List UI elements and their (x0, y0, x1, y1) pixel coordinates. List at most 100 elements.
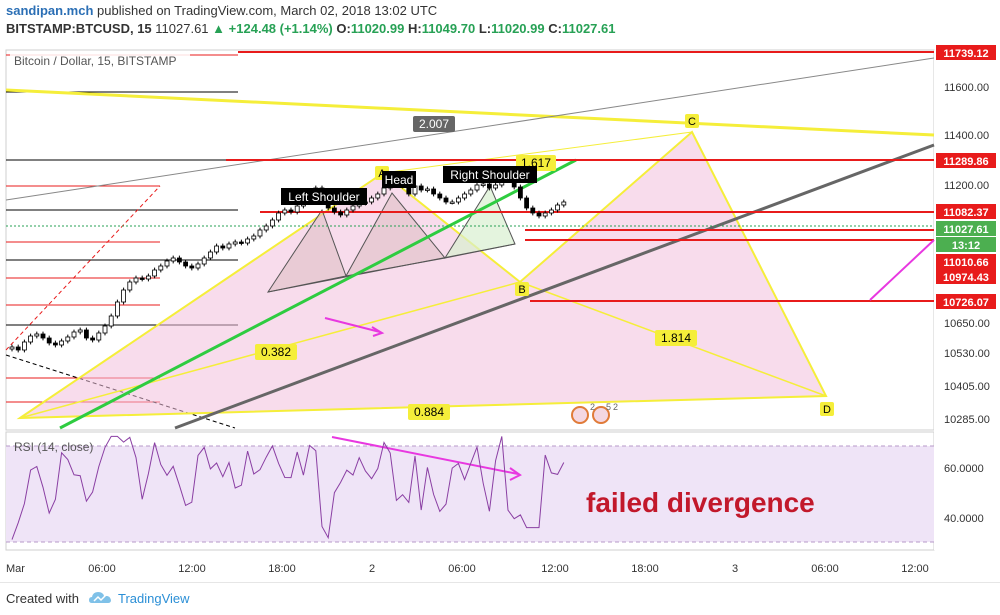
candle-up[interactable] (232, 241, 238, 245)
candle-up[interactable] (152, 269, 158, 277)
candle-up[interactable] (65, 336, 71, 342)
candle-up[interactable] (561, 201, 567, 206)
candle-down[interactable] (443, 197, 449, 203)
candle-down[interactable] (431, 188, 437, 195)
ratio-box-0884[interactable] (408, 404, 450, 420)
gray-thin-trendline[interactable] (5, 57, 935, 201)
candle-up[interactable] (542, 212, 548, 217)
price-tag-bg[interactable] (936, 237, 996, 252)
candle-up[interactable] (108, 315, 114, 327)
head-box[interactable] (382, 171, 416, 188)
hs-labels[interactable]: Left Shoulder Head Right Shoulder (281, 166, 537, 205)
candle-down[interactable] (524, 197, 529, 209)
candle-up[interactable] (226, 243, 232, 249)
candle-up[interactable] (555, 204, 560, 211)
price-tags[interactable]: 11739.12 11289.86 11082.37 11027.61 13:12 110… (936, 45, 996, 309)
x-axis[interactable]: Mar 06:00 12:00 18:00 2 06:00 12:00 18:00 3 06:00… (6, 563, 929, 575)
candle-up[interactable] (269, 219, 275, 227)
failed-divergence-annotation[interactable]: failed divergence (586, 487, 815, 518)
flag-event-icon[interactable] (592, 406, 610, 424)
candle-up[interactable] (9, 346, 15, 350)
author-name[interactable]: sandipan.mch (6, 3, 94, 18)
candle-up[interactable] (28, 335, 34, 343)
candle-up[interactable] (207, 251, 213, 259)
candle-down[interactable] (518, 186, 523, 199)
event-icons[interactable]: 2 5 2 (571, 402, 618, 424)
candle-down[interactable] (90, 337, 95, 341)
chart-svg[interactable]: 2.007 1.617 0.382 1.814 0.884 A B C D Le… (0, 42, 1000, 582)
candle-up[interactable] (121, 289, 126, 303)
candle-up[interactable] (375, 193, 381, 199)
rsi-line[interactable] (11, 435, 565, 540)
candle-up[interactable] (77, 329, 83, 333)
candle-up[interactable] (102, 325, 108, 334)
candle-up[interactable] (462, 193, 468, 199)
candle-down[interactable] (338, 211, 344, 216)
candle-up[interactable] (71, 331, 77, 338)
candle-up[interactable] (201, 257, 207, 265)
candle-up[interactable] (170, 257, 176, 262)
price-tag-bg[interactable] (936, 221, 996, 236)
candle-up[interactable] (276, 212, 282, 221)
price-tag-bg[interactable] (936, 153, 996, 168)
candle-up[interactable] (381, 187, 387, 195)
candle-up[interactable] (133, 277, 139, 283)
candle-up[interactable] (480, 183, 486, 186)
point-b-box[interactable] (515, 282, 529, 296)
ratio-box-0382[interactable] (255, 344, 297, 360)
ratio-labels[interactable]: 2.007 1.617 0.382 1.814 0.884 (255, 116, 697, 420)
candle-down[interactable] (486, 183, 492, 189)
tradingview-brand[interactable]: TradingView (118, 591, 190, 606)
candle-down[interactable] (220, 245, 226, 249)
price-tag-bg[interactable] (936, 254, 996, 269)
chart-legend[interactable]: Bitcoin / Dollar, 15, BITSTAMP (14, 54, 177, 68)
candle-up[interactable] (369, 197, 375, 203)
candle-up[interactable] (474, 184, 480, 191)
candle-down[interactable] (183, 261, 189, 267)
candle-down[interactable] (288, 209, 294, 213)
candle-down[interactable] (437, 193, 443, 199)
candle-down[interactable] (238, 241, 244, 244)
candle-down[interactable] (536, 212, 542, 217)
candle-up[interactable] (195, 263, 201, 269)
candle-up[interactable] (455, 197, 461, 203)
candle-up[interactable] (214, 245, 220, 253)
point-c-box[interactable] (685, 114, 699, 128)
point-d-box[interactable] (820, 402, 834, 416)
left-shoulder-box[interactable] (281, 188, 367, 205)
right-shoulder-box[interactable] (443, 166, 537, 183)
candle-down[interactable] (84, 329, 89, 339)
candle-up[interactable] (145, 275, 151, 280)
candle-up[interactable] (449, 201, 455, 204)
green-trendline[interactable] (59, 158, 577, 430)
ratio-box-1814[interactable] (655, 330, 697, 346)
candle-down[interactable] (53, 342, 58, 346)
candle-up[interactable] (549, 209, 554, 214)
candle-up[interactable] (59, 340, 64, 346)
chart-stage[interactable]: 2.007 1.617 0.382 1.814 0.884 A B C D Le… (0, 42, 1000, 582)
candle-up[interactable] (468, 189, 474, 195)
candle-up[interactable] (115, 301, 120, 317)
candle-up[interactable] (245, 238, 251, 244)
candle-up[interactable] (294, 205, 300, 213)
candle-down[interactable] (46, 337, 52, 344)
price-tag-bg[interactable] (936, 269, 996, 284)
candle-up[interactable] (21, 341, 27, 351)
price-tag-bg[interactable] (936, 294, 996, 309)
candle-up[interactable] (158, 265, 164, 271)
candle-down[interactable] (530, 207, 536, 214)
candle-down[interactable] (40, 333, 46, 339)
candle-up[interactable] (34, 333, 40, 337)
gray-trendline[interactable] (174, 143, 935, 430)
price-tag-bg[interactable] (936, 45, 996, 60)
candle-up[interactable] (263, 225, 269, 231)
candle-up[interactable] (251, 235, 257, 240)
candle-up[interactable] (344, 209, 350, 216)
tradingview-cloud-icon[interactable] (88, 589, 114, 607)
candle-down[interactable] (176, 257, 182, 263)
candle-down[interactable] (418, 185, 424, 191)
candle-up[interactable] (257, 229, 263, 237)
candles[interactable] (9, 173, 567, 353)
candle-up[interactable] (127, 281, 133, 291)
candle-up[interactable] (282, 209, 288, 214)
